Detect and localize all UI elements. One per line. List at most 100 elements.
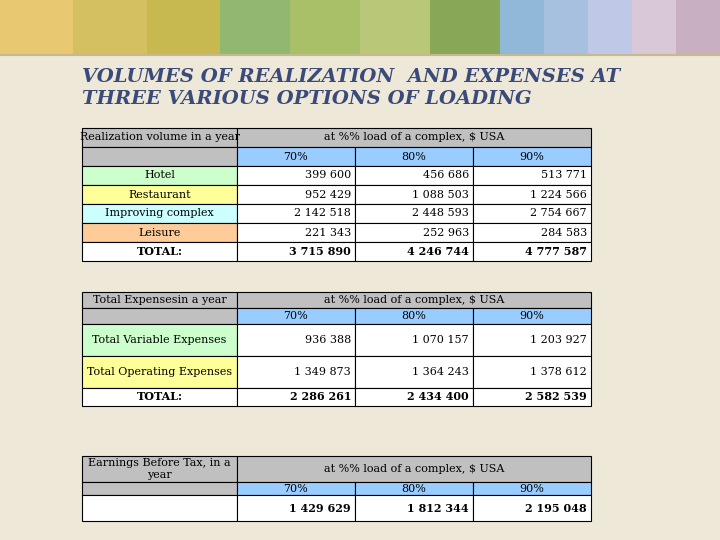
Text: Leisure: Leisure — [138, 227, 181, 238]
Text: 1 364 243: 1 364 243 — [412, 367, 469, 377]
Bar — [82, 185, 237, 204]
Text: 2 582 539: 2 582 539 — [526, 392, 587, 402]
Bar — [473, 185, 591, 204]
Bar — [237, 308, 355, 324]
Text: Total Operating Expenses: Total Operating Expenses — [87, 367, 232, 377]
Bar — [82, 495, 237, 521]
Bar — [355, 495, 473, 521]
Text: Hotel: Hotel — [144, 171, 175, 180]
Bar — [473, 324, 591, 356]
Text: Improving complex: Improving complex — [105, 208, 214, 219]
Bar — [237, 185, 355, 204]
Bar — [237, 128, 591, 147]
Text: VOLUMES OF REALIZATION  AND EXPENSES AT: VOLUMES OF REALIZATION AND EXPENSES AT — [82, 68, 620, 86]
Text: Realization volume in a year: Realization volume in a year — [79, 132, 240, 143]
Text: 1 429 629: 1 429 629 — [289, 503, 351, 514]
Bar — [237, 204, 355, 223]
Text: Total Expensesin a year: Total Expensesin a year — [93, 295, 226, 305]
Text: 90%: 90% — [520, 152, 544, 161]
Bar — [355, 388, 473, 406]
Bar — [473, 482, 591, 495]
Bar — [355, 204, 473, 223]
Bar — [82, 388, 237, 406]
Bar — [355, 223, 473, 242]
Text: at %% load of a complex, $ USA: at %% load of a complex, $ USA — [324, 132, 504, 143]
Text: TOTAL:: TOTAL: — [137, 246, 182, 257]
Text: at %% load of a complex, $ USA: at %% load of a complex, $ USA — [324, 295, 504, 305]
Bar — [355, 308, 473, 324]
Bar — [237, 324, 355, 356]
Text: 3 715 890: 3 715 890 — [289, 246, 351, 257]
Text: 4 246 744: 4 246 744 — [407, 246, 469, 257]
Bar — [355, 166, 473, 185]
Text: 70%: 70% — [284, 483, 308, 494]
Bar — [355, 185, 473, 204]
Text: 1 378 612: 1 378 612 — [530, 367, 587, 377]
Bar — [355, 242, 473, 261]
Bar — [473, 147, 591, 166]
Bar — [473, 166, 591, 185]
Bar — [237, 356, 355, 388]
Text: 2 195 048: 2 195 048 — [526, 503, 587, 514]
Text: 70%: 70% — [284, 152, 308, 161]
Text: 399 600: 399 600 — [305, 171, 351, 180]
Bar — [82, 324, 237, 356]
Bar — [237, 166, 355, 185]
Bar — [355, 356, 473, 388]
Text: 456 686: 456 686 — [423, 171, 469, 180]
Text: 80%: 80% — [402, 311, 426, 321]
Text: at %% load of a complex, $ USA: at %% load of a complex, $ USA — [324, 464, 504, 474]
Text: 2 434 400: 2 434 400 — [408, 392, 469, 402]
Text: 513 771: 513 771 — [541, 171, 587, 180]
Text: 2 754 667: 2 754 667 — [531, 208, 587, 219]
Bar — [473, 388, 591, 406]
Bar — [82, 482, 237, 495]
Bar — [0, 0, 73, 55]
Text: Earnings Before Tax, in a
year: Earnings Before Tax, in a year — [88, 458, 231, 480]
Bar — [355, 482, 473, 495]
Text: THREE VARIOUS OPTIONS OF LOADING: THREE VARIOUS OPTIONS OF LOADING — [82, 90, 531, 108]
Text: 2 142 518: 2 142 518 — [294, 208, 351, 219]
Bar — [82, 242, 237, 261]
Bar — [355, 324, 473, 356]
Bar — [544, 0, 588, 55]
Bar — [73, 0, 147, 55]
Bar — [237, 495, 355, 521]
Text: TOTAL:: TOTAL: — [137, 392, 182, 402]
Bar — [82, 356, 237, 388]
Text: 952 429: 952 429 — [305, 190, 351, 199]
Text: Total Variable Expenses: Total Variable Expenses — [92, 335, 227, 345]
Text: 1 203 927: 1 203 927 — [530, 335, 587, 345]
Text: 284 583: 284 583 — [541, 227, 587, 238]
Bar — [290, 0, 360, 55]
Bar — [82, 292, 237, 308]
Bar — [360, 0, 430, 55]
Bar — [237, 223, 355, 242]
Bar — [220, 0, 290, 55]
Bar — [237, 388, 355, 406]
Text: 70%: 70% — [284, 311, 308, 321]
Text: 2 448 593: 2 448 593 — [412, 208, 469, 219]
Bar — [82, 456, 237, 482]
Bar — [82, 166, 237, 185]
Text: Restaurant: Restaurant — [128, 190, 191, 199]
Text: 221 343: 221 343 — [305, 227, 351, 238]
Text: 1 349 873: 1 349 873 — [294, 367, 351, 377]
Bar — [82, 147, 237, 166]
Bar — [147, 0, 220, 55]
Bar — [237, 242, 355, 261]
Bar — [237, 482, 355, 495]
Bar — [82, 223, 237, 242]
Text: 1 224 566: 1 224 566 — [530, 190, 587, 199]
Text: 4 777 587: 4 777 587 — [525, 246, 587, 257]
Text: 252 963: 252 963 — [423, 227, 469, 238]
Bar — [237, 147, 355, 166]
Text: 1 812 344: 1 812 344 — [408, 503, 469, 514]
Text: 2 286 261: 2 286 261 — [289, 392, 351, 402]
Bar — [632, 0, 676, 55]
Bar — [473, 223, 591, 242]
Bar — [237, 292, 591, 308]
Bar — [473, 495, 591, 521]
Bar — [82, 128, 237, 147]
Bar — [473, 242, 591, 261]
